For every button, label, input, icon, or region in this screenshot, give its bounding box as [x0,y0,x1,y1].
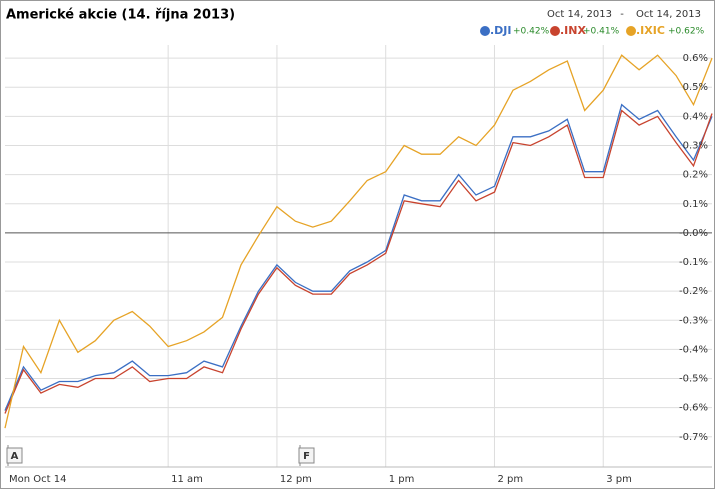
legend-name: .INX [560,24,586,37]
x-tick-label: 1 pm [389,474,415,485]
y-tick-label: -0.6% [679,403,708,414]
x-tick-label: 3 pm [606,474,632,485]
legend: .DJI +0.42% .INX+0.41% .IXIC +0.62% [480,24,705,37]
x-tick-label: 12 pm [280,474,312,485]
y-tick-label: -0.0% [679,228,708,239]
legend-marker [480,26,490,36]
series-line [4,54,713,429]
series-line [4,109,713,414]
legend-change: +0.42% [513,27,550,37]
y-tick-label: 0.5% [683,82,708,93]
flag-label: A [11,451,19,462]
flag-label: F [303,451,310,462]
y-tick-label: -0.1% [679,257,708,268]
legend-change: +0.62% [668,27,705,37]
y-tick-label: -0.5% [679,374,708,385]
flag-box [298,447,315,464]
date-to: Oct 14, 2013 [636,9,701,20]
y-tick-label: 0.1% [683,199,708,210]
legend-name: .DJI [490,24,512,37]
date-sep: - [620,9,624,20]
y-tick-label: 0.2% [683,170,708,181]
y-tick-label: 0.3% [683,141,708,152]
y-tick-label: 0.4% [683,111,708,122]
x-tick-label: 2 pm [497,474,523,485]
legend-name: .IXIC [636,24,665,37]
chart-title: Americké akcie (14. října 2013) [6,8,235,23]
series-line [4,103,713,411]
y-tick-label: -0.3% [679,315,708,326]
legend-marker [626,26,636,36]
y-tick-label: -0.4% [679,344,708,355]
x-tick-label: Mon Oct 14 [9,474,66,485]
legend-change: +0.41% [583,27,620,37]
date-from: Oct 14, 2013 [547,9,612,20]
y-tick-label: -0.7% [679,432,708,443]
x-tick-label: 11 am [171,474,203,485]
y-tick-label: 0.6% [683,53,708,64]
legend-marker [550,26,560,36]
flag-box [6,447,23,464]
y-tick-label: -0.2% [679,286,708,297]
